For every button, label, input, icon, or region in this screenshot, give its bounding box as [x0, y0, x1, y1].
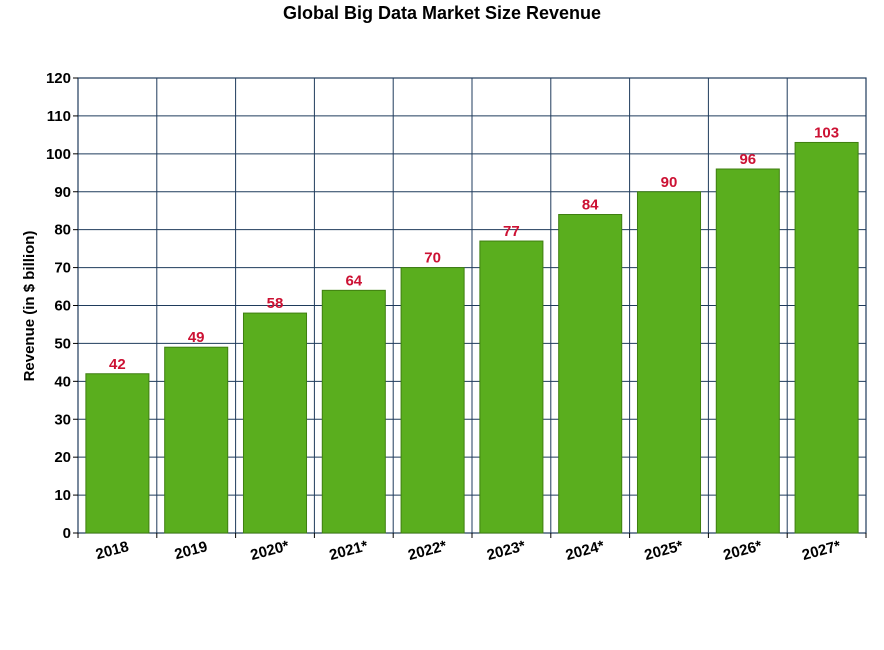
x-tick-label: 2023* — [485, 537, 527, 564]
bar — [242, 312, 308, 534]
x-tick-label: 2027* — [800, 537, 842, 564]
data-label: 64 — [345, 272, 362, 289]
bar — [558, 214, 623, 534]
data-label: 42 — [109, 356, 126, 373]
y-tick-label: 90 — [54, 184, 71, 201]
bar — [321, 289, 386, 534]
y-tick-label: 20 — [54, 449, 71, 466]
x-tick-label: 2020* — [249, 537, 291, 564]
x-tick-label: 2018 — [94, 538, 131, 563]
y-tick-label: 80 — [54, 222, 71, 239]
x-tick-label: 2026* — [721, 537, 763, 564]
bar — [715, 168, 780, 534]
y-tick-label: 120 — [46, 70, 71, 87]
x-tick-label: 2024* — [564, 537, 606, 564]
data-label: 49 — [188, 329, 205, 346]
y-tick-label: 40 — [54, 373, 71, 390]
y-tick-label: 70 — [54, 260, 71, 277]
y-tick-label: 110 — [47, 108, 71, 125]
y-tick-label: 60 — [54, 298, 71, 315]
y-tick-label: 100 — [46, 146, 71, 163]
bar — [479, 240, 544, 534]
y-tick-label: 10 — [54, 487, 71, 504]
x-tick-labels: 2018 2019 2020* 2021* 2022* 2023* 2024* 2025* 20… — [94, 537, 843, 564]
data-label: 84 — [582, 197, 599, 214]
bar — [164, 346, 229, 534]
y-tick-label: 0 — [63, 525, 71, 542]
data-label: 77 — [503, 223, 520, 240]
bar — [794, 141, 859, 534]
y-tick-labels: 0 10 20 30 40 50 60 70 80 90 100 110 120 — [46, 70, 71, 542]
data-label: 90 — [661, 174, 678, 191]
y-axis-label: Revenue (in $ billion) — [21, 231, 38, 382]
x-tick-label: 2022* — [406, 537, 448, 564]
x-tick-label: 2021* — [327, 537, 369, 564]
data-label: 96 — [739, 151, 756, 168]
chart-title: Global Big Data Market Size Revenue — [282, 3, 602, 23]
bar — [400, 267, 465, 534]
data-labels: 42 49 58 64 70 77 84 90 96 103 — [109, 124, 839, 372]
data-label: 70 — [424, 250, 441, 267]
y-tick-label: 30 — [54, 411, 71, 428]
bars — [85, 141, 859, 534]
x-tick-label: 2019 — [173, 538, 210, 563]
data-label: 58 — [267, 295, 284, 312]
bar — [636, 191, 702, 534]
bar — [85, 373, 150, 534]
data-label: 103 — [814, 124, 839, 141]
y-tick-label: 50 — [54, 335, 71, 352]
x-tick-label: 2025* — [643, 537, 685, 564]
